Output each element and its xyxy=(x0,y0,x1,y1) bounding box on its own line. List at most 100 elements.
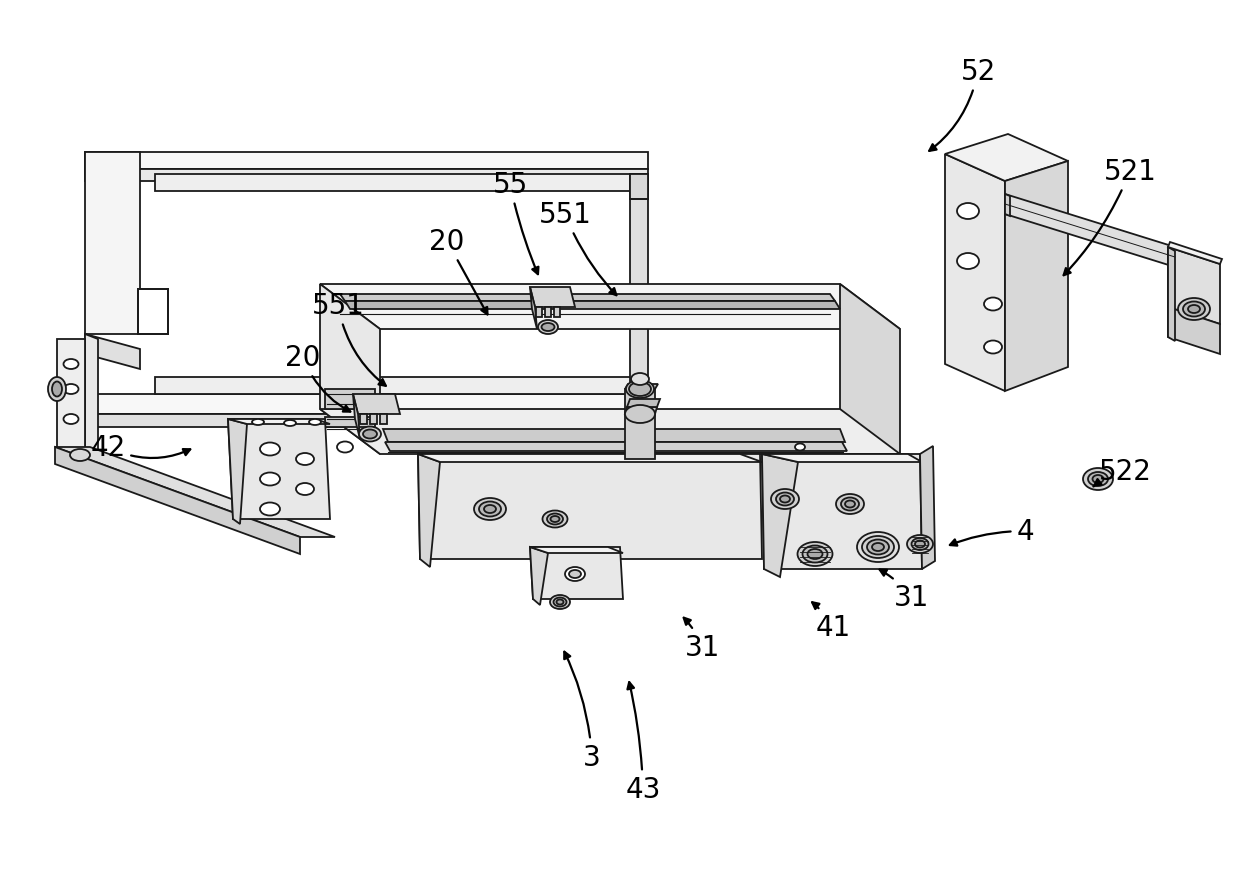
Text: 20: 20 xyxy=(429,228,487,315)
Polygon shape xyxy=(86,153,649,169)
Ellipse shape xyxy=(296,483,314,495)
Ellipse shape xyxy=(867,540,889,555)
Ellipse shape xyxy=(337,442,353,453)
Polygon shape xyxy=(370,415,377,425)
Polygon shape xyxy=(625,408,657,415)
Text: 55: 55 xyxy=(492,171,538,275)
Polygon shape xyxy=(763,454,799,577)
Ellipse shape xyxy=(985,298,1002,311)
Polygon shape xyxy=(228,420,330,520)
Text: 3: 3 xyxy=(564,652,601,771)
Polygon shape xyxy=(57,340,86,454)
Text: 43: 43 xyxy=(625,682,661,803)
Polygon shape xyxy=(320,409,900,454)
Ellipse shape xyxy=(479,502,501,517)
Polygon shape xyxy=(353,395,360,440)
Ellipse shape xyxy=(771,489,799,509)
Ellipse shape xyxy=(631,374,649,386)
Ellipse shape xyxy=(557,600,563,605)
Polygon shape xyxy=(418,454,763,560)
Ellipse shape xyxy=(363,430,377,439)
Polygon shape xyxy=(554,308,560,318)
Polygon shape xyxy=(418,454,440,567)
Ellipse shape xyxy=(52,382,62,397)
Polygon shape xyxy=(945,155,1004,392)
Ellipse shape xyxy=(474,499,506,521)
Polygon shape xyxy=(86,335,140,369)
Ellipse shape xyxy=(872,543,884,551)
Text: 31: 31 xyxy=(879,570,930,611)
Ellipse shape xyxy=(63,360,78,369)
Ellipse shape xyxy=(547,514,563,525)
Ellipse shape xyxy=(797,542,832,567)
Ellipse shape xyxy=(484,506,496,514)
Ellipse shape xyxy=(957,203,980,220)
Polygon shape xyxy=(320,285,900,329)
Ellipse shape xyxy=(795,444,805,451)
Text: 31: 31 xyxy=(683,618,720,661)
Ellipse shape xyxy=(1083,468,1114,490)
Polygon shape xyxy=(418,454,763,462)
Polygon shape xyxy=(383,429,844,442)
Text: 551: 551 xyxy=(538,201,616,295)
Polygon shape xyxy=(353,395,401,415)
Text: 4: 4 xyxy=(950,517,1034,546)
Polygon shape xyxy=(325,417,374,428)
Polygon shape xyxy=(340,295,835,302)
Polygon shape xyxy=(763,454,923,569)
Polygon shape xyxy=(529,288,575,308)
Text: 521: 521 xyxy=(1064,158,1157,275)
Polygon shape xyxy=(86,395,645,415)
Ellipse shape xyxy=(841,498,859,511)
Ellipse shape xyxy=(776,493,794,506)
Ellipse shape xyxy=(551,516,559,522)
Polygon shape xyxy=(55,448,300,554)
Ellipse shape xyxy=(553,598,567,607)
Ellipse shape xyxy=(911,539,929,550)
Polygon shape xyxy=(1004,195,1176,268)
Polygon shape xyxy=(1168,308,1220,355)
Polygon shape xyxy=(86,153,140,335)
Polygon shape xyxy=(945,135,1068,182)
Ellipse shape xyxy=(626,381,653,399)
Polygon shape xyxy=(529,547,622,600)
Ellipse shape xyxy=(538,321,558,335)
Ellipse shape xyxy=(844,501,856,507)
Ellipse shape xyxy=(565,567,585,581)
Polygon shape xyxy=(86,415,645,428)
Polygon shape xyxy=(55,448,335,537)
Polygon shape xyxy=(839,285,900,500)
Text: 52: 52 xyxy=(929,58,996,152)
Ellipse shape xyxy=(1188,306,1200,314)
Ellipse shape xyxy=(1183,302,1205,317)
Ellipse shape xyxy=(284,421,296,427)
Polygon shape xyxy=(630,175,649,200)
Ellipse shape xyxy=(296,454,314,466)
Ellipse shape xyxy=(542,323,554,332)
Polygon shape xyxy=(1168,248,1220,325)
Ellipse shape xyxy=(260,503,280,516)
Polygon shape xyxy=(86,169,649,182)
Text: 551: 551 xyxy=(311,292,386,387)
Ellipse shape xyxy=(551,595,570,609)
Polygon shape xyxy=(920,447,935,569)
Ellipse shape xyxy=(807,549,822,560)
Ellipse shape xyxy=(63,415,78,425)
Polygon shape xyxy=(360,415,367,425)
Ellipse shape xyxy=(836,494,864,514)
Ellipse shape xyxy=(69,449,91,461)
Text: 42: 42 xyxy=(91,434,190,461)
Ellipse shape xyxy=(260,443,280,456)
Polygon shape xyxy=(536,308,542,318)
Ellipse shape xyxy=(957,254,980,269)
Polygon shape xyxy=(384,442,847,452)
Polygon shape xyxy=(379,415,387,425)
Ellipse shape xyxy=(360,427,381,442)
Ellipse shape xyxy=(802,546,827,563)
Ellipse shape xyxy=(625,406,655,423)
Ellipse shape xyxy=(915,541,925,547)
Polygon shape xyxy=(138,289,167,335)
Ellipse shape xyxy=(63,385,78,395)
Ellipse shape xyxy=(906,535,932,554)
Ellipse shape xyxy=(629,382,651,396)
